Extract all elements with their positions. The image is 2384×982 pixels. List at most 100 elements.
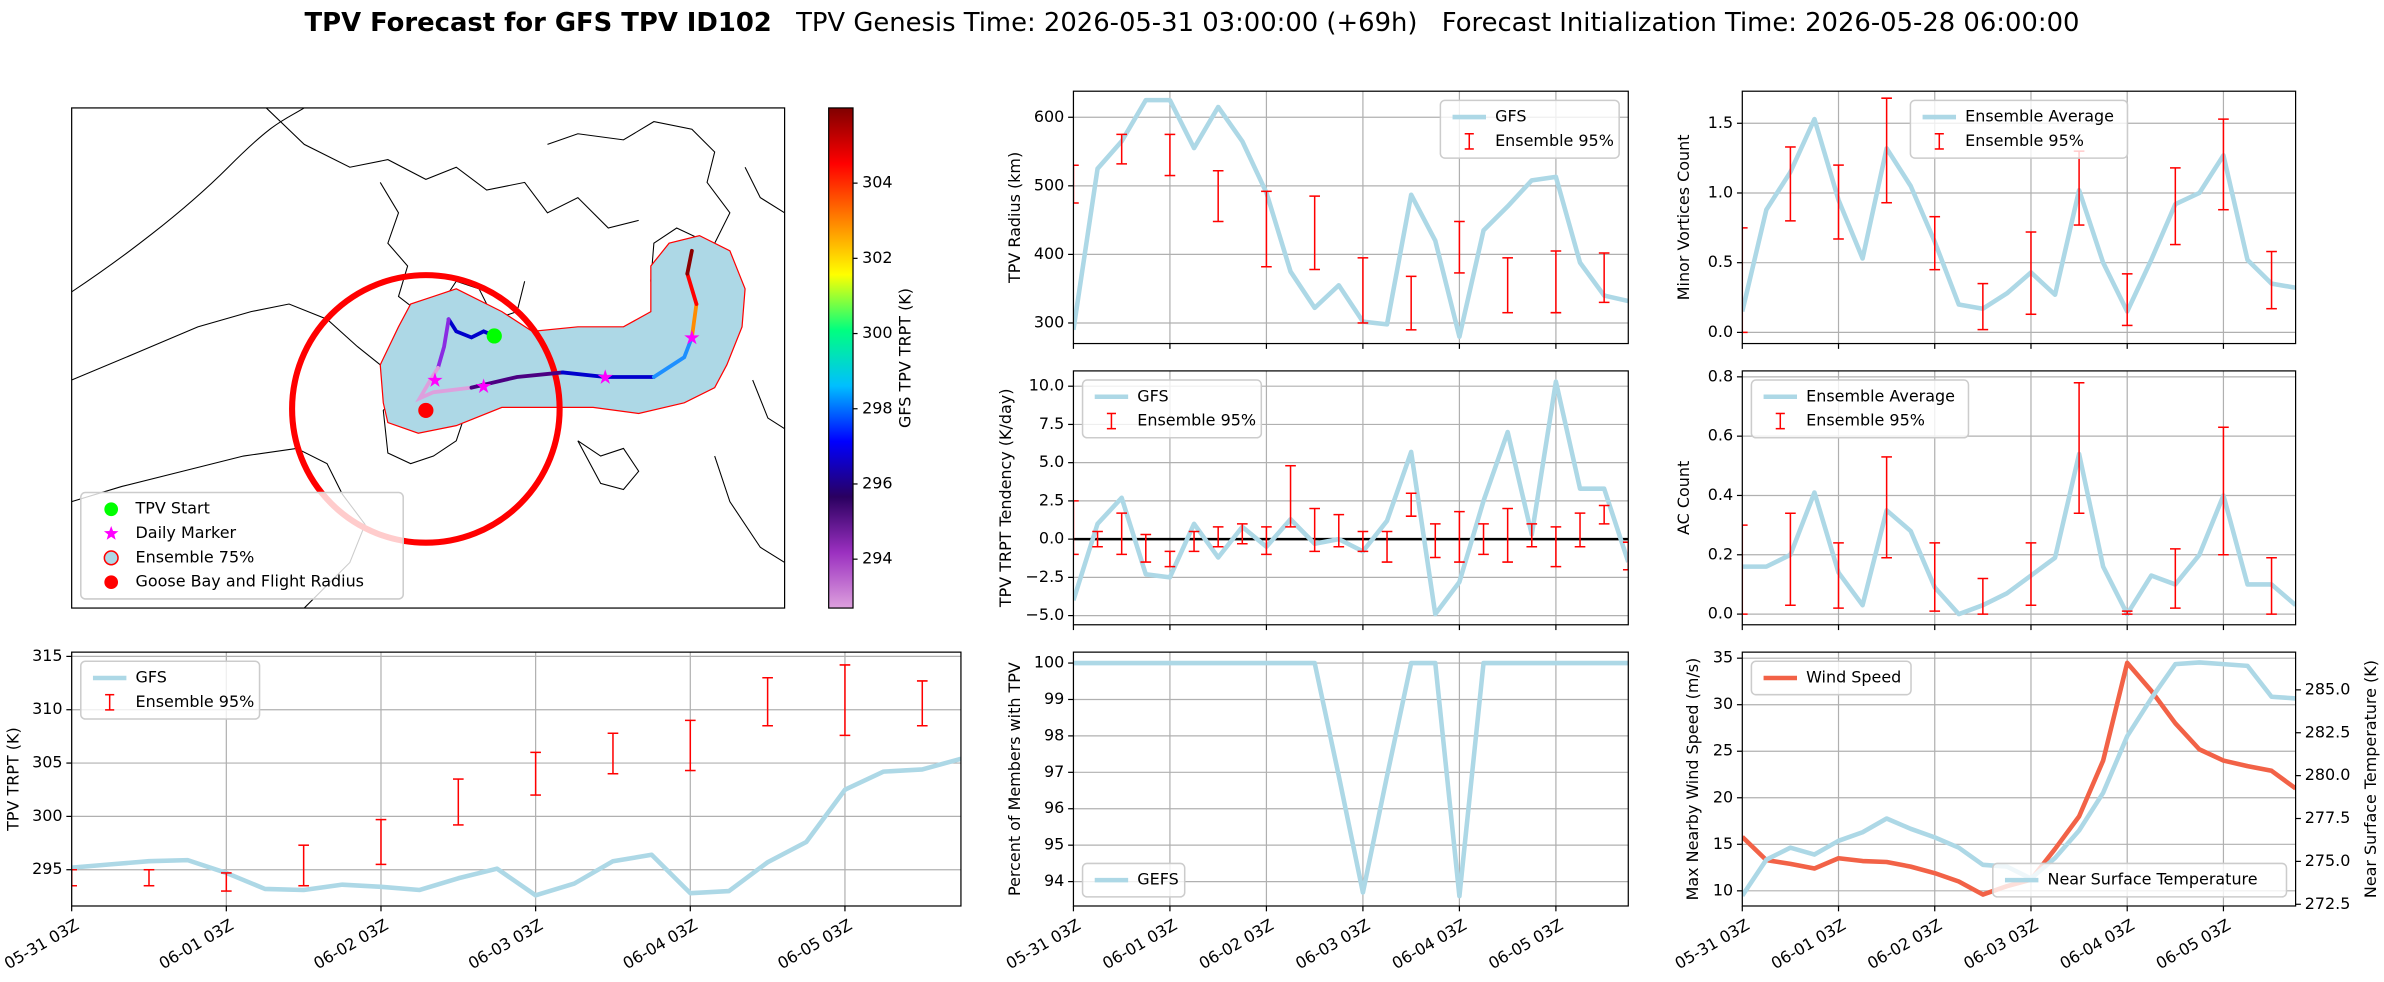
error-bar xyxy=(2121,273,2133,327)
y-tick-label: 0.8 xyxy=(1708,366,1733,385)
x-tick-label: 06-01 03Z xyxy=(1768,915,1849,973)
x-tick-label: 06-02 03Z xyxy=(1196,915,1277,973)
coastline xyxy=(71,303,381,381)
y-tick-label: −2.5 xyxy=(1026,567,1065,586)
error-bar xyxy=(916,680,928,727)
y-tick-label: 1.0 xyxy=(1708,182,1733,201)
y-tick-label: 300 xyxy=(32,806,62,825)
x-tick-label: 06-01 03Z xyxy=(1099,915,1180,973)
error-bar xyxy=(1188,530,1200,553)
x-tick-label: 06-02 03Z xyxy=(1864,915,1945,973)
legend-box xyxy=(1992,862,2288,898)
track-segment xyxy=(415,365,474,403)
goose-bay xyxy=(418,402,434,419)
error-bar xyxy=(375,818,387,866)
y-tick-label: 500 xyxy=(1034,175,1064,194)
legend-label: Ensemble 95% xyxy=(1806,411,1925,430)
legend-label: Ensemble 95% xyxy=(1137,411,1256,430)
track-segment xyxy=(446,317,497,340)
error-bar xyxy=(2218,426,2229,556)
y-tick-label: 1.5 xyxy=(1708,113,1733,132)
colorbar-tick-label: 300 xyxy=(862,323,892,342)
error-bar xyxy=(1502,257,1513,314)
error-bar xyxy=(1212,526,1224,548)
series-line xyxy=(1742,116,2296,314)
series-line xyxy=(1073,97,1629,339)
legend-box xyxy=(1750,379,1970,439)
axes-frame xyxy=(1741,370,2297,626)
x-tick-label: 06-05 03Z xyxy=(2153,915,2234,973)
series-line xyxy=(1073,660,1629,899)
legend-box xyxy=(1909,99,2129,159)
error-bar xyxy=(1550,250,1562,314)
error-bar xyxy=(143,868,155,887)
error-bar xyxy=(1405,275,1417,331)
error-bar xyxy=(1881,456,1892,559)
y-tick-label: 35 xyxy=(1713,648,1733,667)
y-tick-label: −5.0 xyxy=(1026,605,1065,624)
error-bar xyxy=(1833,164,1844,240)
error-bar xyxy=(298,844,309,887)
error-bar xyxy=(221,872,232,892)
series-line xyxy=(1073,379,1629,617)
y-axis-label: TPV TRPT Tendency (K/day) xyxy=(996,389,1015,609)
y-tick-label: 94 xyxy=(1044,871,1064,890)
y2-axis-label: Near Surface Temperature (K) xyxy=(2361,660,2380,898)
y-tick-label: 0.0 xyxy=(1708,322,1733,341)
colorbar-tick-label: 302 xyxy=(862,248,892,267)
x-tick-label: 06-03 03Z xyxy=(465,915,546,973)
legend: Ensemble Average Ensemble 95% xyxy=(1750,379,1970,439)
error-bar xyxy=(1622,541,1629,571)
legend-marker xyxy=(103,550,119,566)
error-bar xyxy=(1073,500,1079,556)
legend-marker xyxy=(104,502,119,517)
legend-box xyxy=(1081,862,1186,898)
error-bar xyxy=(1357,530,1369,553)
y-tick-label: 310 xyxy=(32,699,62,718)
error-bar xyxy=(1309,195,1320,271)
y-tick-label: 20 xyxy=(1713,787,1733,806)
error-bar xyxy=(2025,231,2037,316)
error-bar xyxy=(1140,533,1152,563)
title-main: TPV Forecast for GFS TPV ID102 xyxy=(305,7,772,37)
x-tick-label: 05-31 03Z xyxy=(1003,915,1084,973)
map-frame xyxy=(71,107,786,609)
error-bar xyxy=(1742,227,1748,334)
daily-marker xyxy=(597,369,613,384)
y-tick-label: 98 xyxy=(1044,725,1064,744)
x-tick-label: 06-04 03Z xyxy=(2056,915,2137,973)
y-tick-label: 0.5 xyxy=(1708,252,1733,271)
x-tick-label: 06-03 03Z xyxy=(1960,915,2041,973)
flight-radius xyxy=(289,272,563,546)
x-tick-label: 06-03 03Z xyxy=(1292,915,1373,973)
x-tick-label: 05-31 03Z xyxy=(1672,915,1753,973)
y-tick-label: 0.0 xyxy=(1039,529,1064,548)
error-bar xyxy=(1742,524,1748,615)
y-tick-label: 99 xyxy=(1044,689,1064,708)
x-tick-label: 06-02 03Z xyxy=(310,915,391,973)
error-bar xyxy=(839,664,851,737)
colorbar-tick-label: 294 xyxy=(862,549,892,568)
error-bar xyxy=(1977,577,1989,615)
coastline xyxy=(265,107,639,229)
daily-marker xyxy=(427,372,443,387)
coastline xyxy=(577,440,640,491)
legend-label: Near Surface Temperature xyxy=(2048,870,2258,889)
y-axis-label: Minor Vortices Count xyxy=(1674,135,1693,301)
error-bar xyxy=(1261,190,1272,268)
y-axis-label: AC Count xyxy=(1674,461,1693,535)
error-bar xyxy=(2121,610,2133,615)
daily-markers xyxy=(427,329,700,393)
track-segment xyxy=(651,335,694,379)
y2-tick-label: 282.5 xyxy=(2305,722,2351,741)
series-line xyxy=(1742,451,2296,617)
y-tick-label: 300 xyxy=(1034,312,1064,331)
error-bar xyxy=(1881,97,1892,204)
legend-box xyxy=(80,491,404,600)
axes-frame xyxy=(1741,651,2297,907)
y-tick-label: 0.2 xyxy=(1708,544,1733,563)
tpv-start xyxy=(486,328,502,344)
error-bar xyxy=(1454,220,1465,274)
colorbar xyxy=(828,107,854,609)
axes-frame xyxy=(1072,370,1629,626)
